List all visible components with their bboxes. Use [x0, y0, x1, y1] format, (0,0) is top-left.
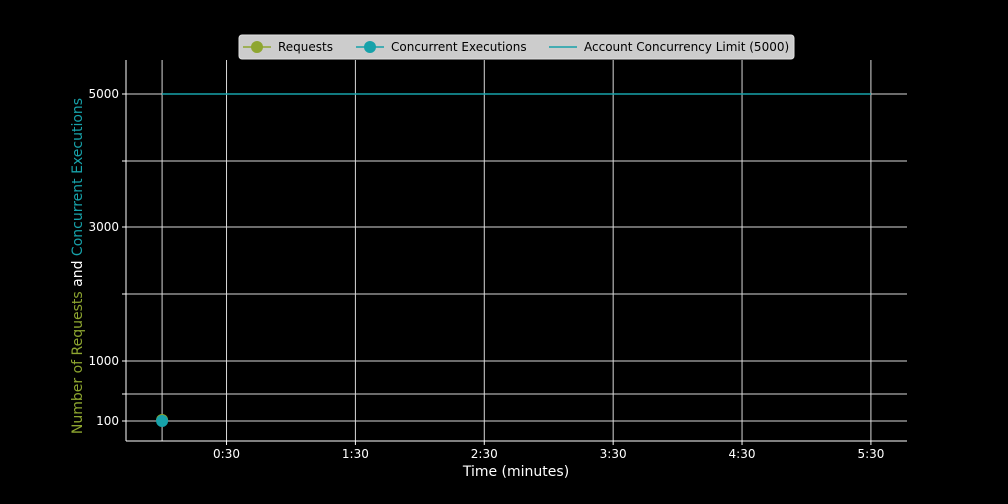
x-tick-label: 4:30 [729, 447, 756, 461]
legend: Requests Concurrent Executions Account Con… [238, 34, 795, 60]
data-point [156, 415, 169, 427]
x-tick-label: 0:30 [213, 447, 240, 461]
y-tick-label: 3000 [88, 220, 119, 234]
x-tick-label: 1:30 [342, 447, 369, 461]
y-axis-title-part: Number of Requests [70, 291, 86, 434]
y-axis-title-part: and [70, 256, 86, 291]
legend-label: Concurrent Executions [391, 40, 527, 54]
y-tick-label: 1000 [88, 354, 119, 368]
x-tick-label: 2:30 [471, 447, 498, 461]
y-axis-title-part: Concurrent Executions [70, 98, 86, 256]
axes: 100 1000 3000 5000 0:30 1:30 2:30 3:30 4:30 5:30 [88, 60, 907, 461]
legend-swatch-marker [251, 41, 263, 53]
legend-label: Account Concurrency Limit (5000) [584, 40, 789, 54]
legend-box [238, 34, 795, 60]
legend-swatch-marker [364, 41, 376, 53]
gridlines [126, 60, 907, 441]
x-tick-label: 3:30 [600, 447, 627, 461]
y-axis-title: Number of Requests and Concurrent Execut… [70, 98, 86, 434]
legend-label: Requests [278, 40, 333, 54]
y-tick-label: 100 [96, 414, 119, 428]
series [156, 93, 871, 427]
y-tick-label: 5000 [88, 87, 119, 101]
x-axis-title: Time (minutes) [462, 464, 569, 480]
x-tick-label: 5:30 [857, 447, 884, 461]
